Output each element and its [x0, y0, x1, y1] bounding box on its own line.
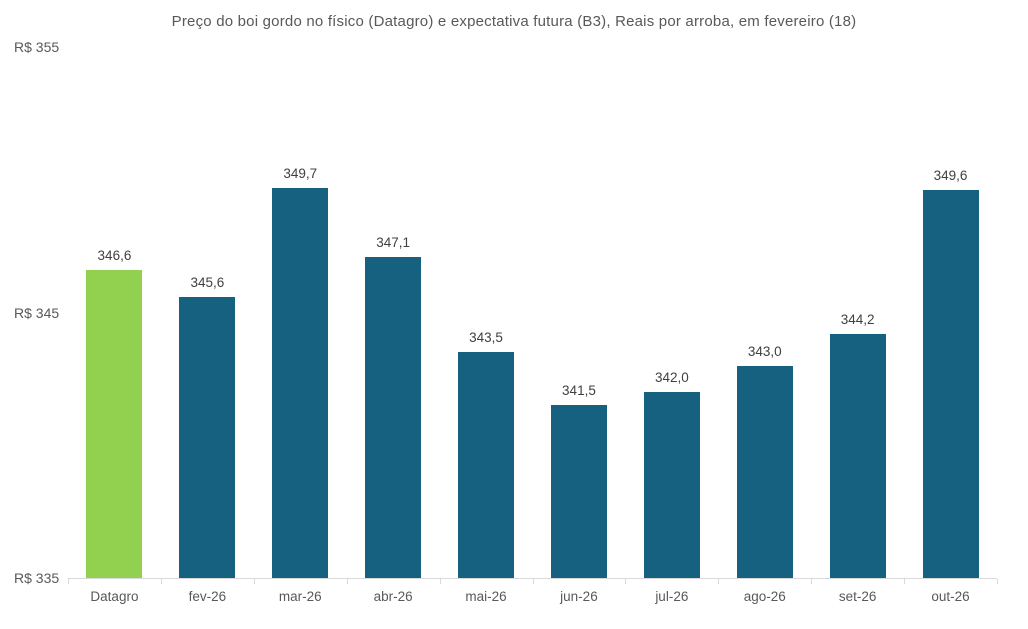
x-axis-tick-mark	[625, 579, 627, 584]
x-axis-tick-mark	[811, 579, 813, 584]
x-axis-tick-mark	[997, 579, 998, 584]
data-label: 342,0	[654, 370, 689, 386]
x-axis-tick-mark	[160, 579, 162, 584]
data-label: 345,6	[190, 274, 225, 290]
x-axis-category-label: out-26	[931, 589, 970, 604]
x-axis-tick-mark	[439, 579, 441, 584]
bar-fev-26	[179, 296, 236, 578]
x-axis-tick-mark	[68, 579, 69, 584]
x-axis-category-label: mai-26	[465, 589, 507, 604]
x-axis-category-label: jun-26	[560, 589, 598, 604]
plot-area: 346,6 345,6 349,7 347,1 343,5 341,5 342,0 343,0…	[68, 47, 997, 579]
bar-set-26	[829, 333, 886, 578]
x-axis-category-label: abr-26	[373, 589, 413, 604]
bar-jul-26	[643, 392, 700, 578]
bar-Datagro	[86, 270, 143, 578]
x-axis-category-label: jul-26	[655, 589, 689, 604]
x-axis-category-label: set-26	[838, 589, 877, 604]
x-axis-category-label: fev-26	[188, 589, 227, 604]
bar-abr-26	[365, 256, 422, 578]
x-axis-category-label: Datagro	[90, 589, 139, 604]
x-axis-category-label: ago-26	[743, 589, 786, 604]
data-label: 343,5	[469, 330, 503, 346]
x-axis-category-label: mar-26	[278, 589, 322, 604]
chart-title: Preço do boi gordo no físico (Datagro) e…	[171, 13, 857, 30]
data-label: 346,6	[97, 248, 132, 264]
data-label: 349,7	[283, 165, 318, 181]
y-axis-tick-label: R$ 335	[14, 570, 60, 586]
x-axis-tick-mark	[718, 579, 720, 584]
x-axis-tick-mark	[253, 579, 255, 584]
x-axis-tick-mark	[532, 579, 534, 584]
bar-jun-26	[550, 405, 607, 578]
y-axis-tick-label: R$ 345	[14, 304, 60, 321]
x-axis-tick-mark	[904, 579, 906, 584]
data-label: 343,0	[747, 343, 782, 359]
bar-ago-26	[736, 365, 793, 578]
bar-out-26	[922, 190, 979, 578]
x-axis-tick-mark	[346, 579, 348, 584]
bar-mai-26	[458, 352, 515, 578]
bar-mar-26	[272, 187, 329, 578]
data-label: 347,1	[376, 234, 411, 250]
data-label: 341,5	[562, 383, 596, 399]
data-label: 349,6	[933, 168, 968, 184]
y-axis-tick-label: R$ 355	[14, 39, 60, 55]
data-label: 344,2	[840, 311, 875, 327]
